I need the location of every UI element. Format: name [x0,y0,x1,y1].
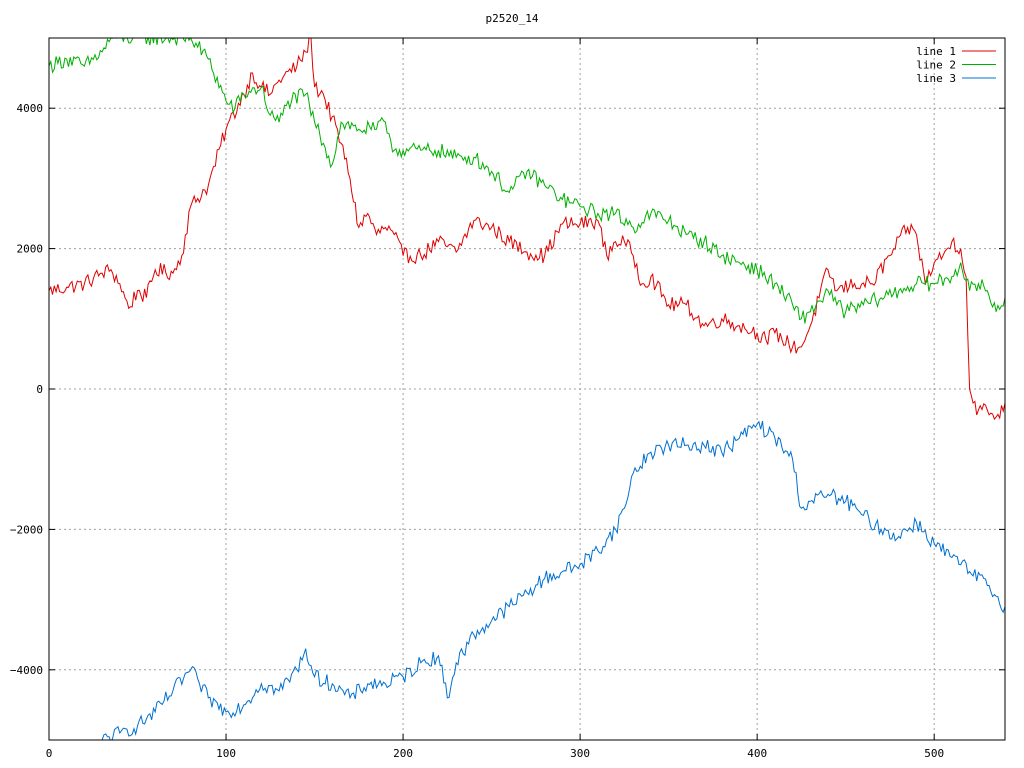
x-tick-label: 500 [924,747,944,760]
legend-label: line 1 [916,45,956,58]
x-tick-label: 200 [393,747,413,760]
x-tick-label: 0 [46,747,53,760]
x-tick-label: 400 [747,747,767,760]
series-line-1 [49,38,1005,421]
y-tick-label: 4000 [17,102,44,115]
legend-label: line 3 [916,72,956,85]
y-tick-label: 2000 [17,243,44,256]
series-line-2 [49,38,1005,324]
x-tick-label: 300 [570,747,590,760]
x-tick-label: 100 [216,747,236,760]
series-lines [49,38,1005,740]
grid-lines [49,38,1005,740]
legend-label: line 2 [916,59,956,72]
y-tick-label: 0 [36,383,43,396]
y-tick-label: −4000 [10,664,43,677]
axis-ticks: 0 100 200 300 400 500 −4000 −2000 0 2000 4000 [10,38,1005,760]
y-tick-label: −2000 [10,523,43,536]
series-line-3 [101,420,1005,740]
chart-title: p2520_14 [486,12,539,25]
